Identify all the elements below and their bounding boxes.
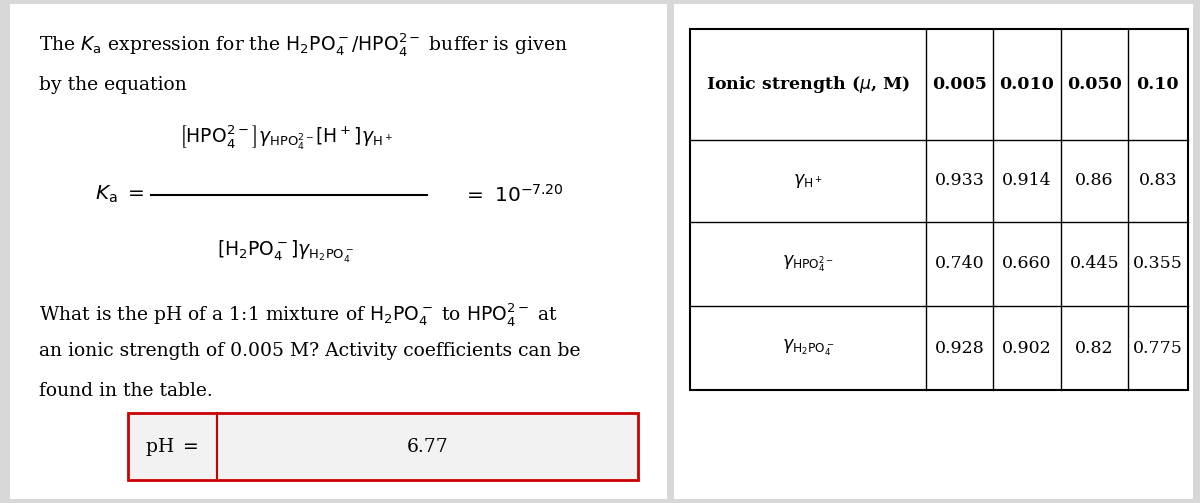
FancyBboxPatch shape [128, 413, 637, 480]
Text: 0.355: 0.355 [1133, 256, 1183, 272]
Text: 0.928: 0.928 [935, 340, 984, 357]
Text: $\left[\mathrm{HPO_4^{2-}}\right]\gamma_{\mathrm{HPO_4^{2-}}}\left[\mathrm{H^+}\: $\left[\mathrm{HPO_4^{2-}}\right]\gamma_… [179, 123, 392, 152]
Text: 6.77: 6.77 [407, 438, 448, 456]
Text: 0.86: 0.86 [1075, 173, 1114, 190]
Text: $=\ 10^{-7.20}$: $=\ 10^{-7.20}$ [463, 184, 564, 206]
Text: Ionic strength ($\mu$, M): Ionic strength ($\mu$, M) [706, 74, 910, 95]
Text: found in the table.: found in the table. [40, 382, 212, 400]
Text: 0.005: 0.005 [932, 76, 986, 93]
Text: 0.740: 0.740 [935, 256, 984, 272]
Text: 0.933: 0.933 [935, 173, 984, 190]
Text: by the equation: by the equation [40, 76, 187, 94]
Text: 0.445: 0.445 [1069, 256, 1120, 272]
Text: $\gamma_{\mathrm{H^+}}$: $\gamma_{\mathrm{H^+}}$ [793, 172, 823, 190]
Text: an ionic strength of 0.005 M? Activity coefficients can be: an ionic strength of 0.005 M? Activity c… [40, 342, 581, 360]
Text: $\left[\mathrm{H_2PO_4^-}\right]\gamma_{\mathrm{H_2PO_4^-}}$: $\left[\mathrm{H_2PO_4^-}\right]\gamma_{… [217, 238, 354, 265]
Text: $K_{\mathrm{a}}\ =$: $K_{\mathrm{a}}\ =$ [95, 184, 145, 205]
Text: 0.10: 0.10 [1136, 76, 1180, 93]
Text: The $K_{\mathrm{a}}$ expression for the $\mathrm{H_2PO_4^-/HPO_4^{2-}}$ buffer i: The $K_{\mathrm{a}}$ expression for the … [40, 31, 568, 58]
Text: 0.83: 0.83 [1139, 173, 1177, 190]
Text: pH $=$: pH $=$ [145, 436, 199, 458]
Text: 0.010: 0.010 [1000, 76, 1055, 93]
Bar [690, 29, 1188, 390]
Text: 0.82: 0.82 [1075, 340, 1114, 357]
Text: 0.914: 0.914 [1002, 173, 1051, 190]
Text: $\gamma_{\mathrm{HPO_4^{2-}}}$: $\gamma_{\mathrm{HPO_4^{2-}}}$ [782, 254, 834, 274]
Text: 0.775: 0.775 [1133, 340, 1183, 357]
Text: 0.902: 0.902 [1002, 340, 1051, 357]
Text: 0.050: 0.050 [1067, 76, 1122, 93]
Text: What is the pH of a 1:1 mixture of $\mathrm{H_2PO_4^-}$ to $\mathrm{HPO_4^{2-}}$: What is the pH of a 1:1 mixture of $\mat… [40, 301, 558, 328]
Text: 0.660: 0.660 [1002, 256, 1051, 272]
Text: $\gamma_{\mathrm{H_2PO_4^-}}$: $\gamma_{\mathrm{H_2PO_4^-}}$ [781, 338, 834, 358]
